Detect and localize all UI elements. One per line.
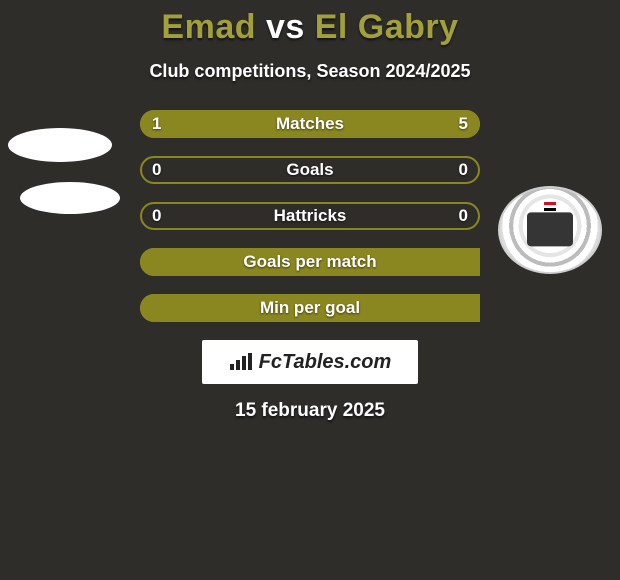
- bars-icon: [229, 353, 253, 371]
- subtitle: Club competitions, Season 2024/2025: [0, 61, 620, 82]
- date-label: 15 february 2025: [0, 400, 620, 422]
- title-left: Emad: [161, 8, 256, 46]
- stat-label: Matches: [140, 110, 480, 138]
- stat-label: Goals: [140, 156, 480, 184]
- stat-row-goals-per-match: Goals per match: [140, 248, 480, 276]
- title-vs: vs: [266, 8, 305, 46]
- brand-text: FcTables.com: [259, 351, 392, 374]
- stat-row-goals: 0 0 Goals: [140, 156, 480, 184]
- stat-label: Hattricks: [140, 202, 480, 230]
- stat-row-min-per-goal: Min per goal: [140, 294, 480, 322]
- stat-label: Min per goal: [140, 294, 480, 322]
- title-right: El Gabry: [315, 8, 459, 46]
- stat-bars: 1 5 Matches 0 0 Goals 0 0 Hattricks Goal…: [0, 110, 620, 322]
- root: Emad vs El Gabry Club competitions, Seas…: [0, 8, 620, 580]
- stat-row-matches: 1 5 Matches: [140, 110, 480, 138]
- brand-badge: FcTables.com: [202, 340, 418, 384]
- stat-label: Goals per match: [140, 248, 480, 276]
- stat-row-hattricks: 0 0 Hattricks: [140, 202, 480, 230]
- page-title: Emad vs El Gabry: [0, 8, 620, 47]
